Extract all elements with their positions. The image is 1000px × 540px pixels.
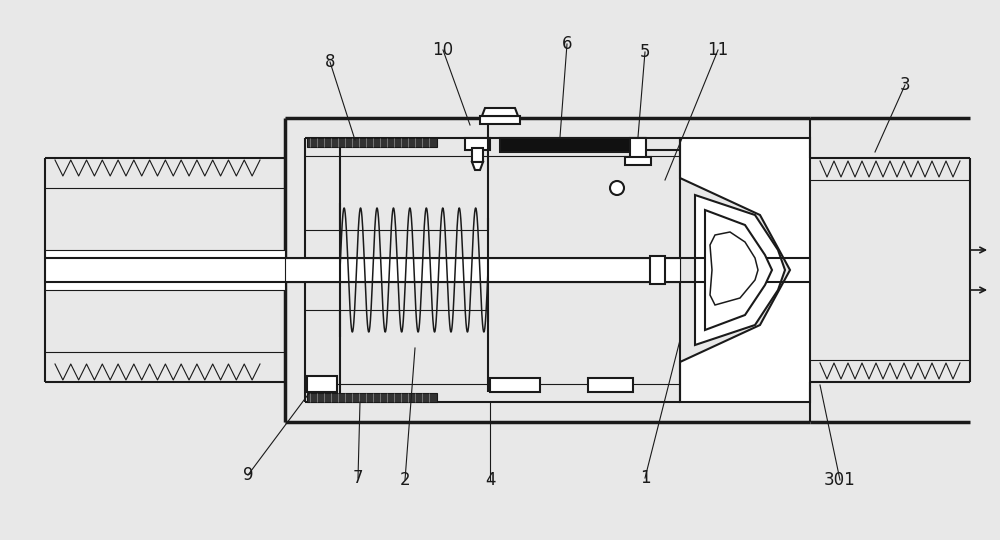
Text: 10: 10: [432, 41, 454, 59]
Bar: [490, 378, 540, 392]
Text: 8: 8: [325, 53, 335, 71]
Bar: [625, 157, 651, 165]
Text: 7: 7: [353, 469, 363, 487]
Text: 1: 1: [640, 469, 650, 487]
Text: 11: 11: [707, 41, 729, 59]
Text: 4: 4: [485, 471, 495, 489]
Polygon shape: [705, 210, 772, 330]
Text: 6: 6: [562, 35, 572, 53]
Text: 9: 9: [243, 466, 253, 484]
Bar: [45, 250, 285, 290]
Bar: [500, 138, 645, 152]
Text: 3: 3: [900, 76, 910, 94]
Text: 5: 5: [640, 43, 650, 61]
Bar: [465, 138, 490, 150]
Bar: [307, 376, 337, 392]
Polygon shape: [695, 195, 785, 345]
Polygon shape: [680, 138, 810, 402]
Polygon shape: [482, 108, 518, 116]
Bar: [588, 378, 633, 392]
Bar: [630, 138, 646, 162]
Text: 2: 2: [400, 471, 410, 489]
Bar: [307, 393, 437, 402]
Circle shape: [610, 181, 624, 195]
Polygon shape: [472, 162, 483, 170]
Text: 301: 301: [824, 471, 856, 489]
Polygon shape: [710, 232, 758, 305]
Bar: [650, 256, 665, 284]
Bar: [480, 116, 520, 124]
Bar: [45, 258, 680, 282]
Bar: [307, 138, 437, 147]
Bar: [472, 148, 483, 162]
